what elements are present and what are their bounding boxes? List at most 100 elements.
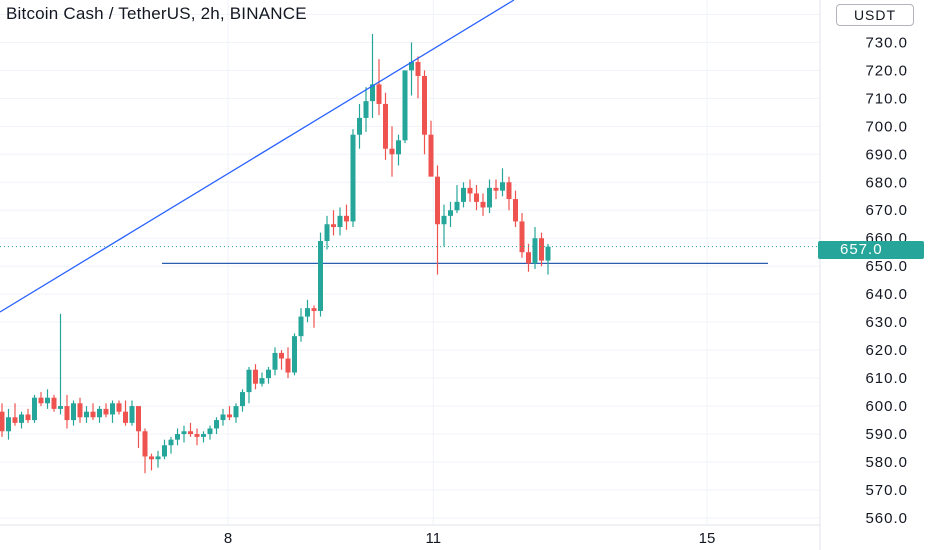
candle-body [201, 434, 206, 437]
candle-body [545, 246, 551, 261]
candle-body [25, 414, 31, 421]
candle-body [519, 221, 525, 253]
candle-body [142, 431, 148, 457]
candle-body [253, 369, 258, 384]
candle-body [331, 224, 336, 228]
candle-body [214, 420, 219, 429]
y-tick-label: 720.0 [865, 62, 908, 79]
candle-body [246, 369, 252, 393]
y-tick-label: 560.0 [865, 510, 908, 527]
candle-body [311, 308, 317, 311]
candle-body [32, 397, 37, 421]
candle-body [532, 238, 538, 264]
candle-body [51, 397, 57, 409]
candle-body [493, 187, 499, 191]
candle-body [220, 414, 226, 421]
candle-body [103, 408, 109, 415]
candle-body [500, 182, 505, 191]
x-tick-label: 15 [699, 530, 716, 547]
y-tick-label: 670.0 [865, 202, 908, 219]
candle-body [461, 187, 466, 202]
y-tick-label: 630.0 [865, 314, 908, 331]
y-tick-label: 580.0 [865, 454, 908, 471]
candle-body [194, 434, 200, 437]
currency-button[interactable]: USDT [836, 4, 914, 26]
candle-body [539, 238, 544, 261]
candle-body [240, 392, 245, 407]
y-tick-label: 600.0 [865, 398, 908, 415]
y-tick-label: 700.0 [865, 118, 908, 135]
last-price-label: 657.0 [818, 241, 924, 259]
candle-body [149, 456, 154, 460]
candle-body [506, 182, 512, 200]
candle-body [383, 103, 388, 149]
candle-body [350, 134, 356, 222]
y-tick-label: 650.0 [865, 258, 908, 275]
candle-body [97, 408, 102, 418]
candle-body [38, 397, 44, 404]
candle-body [428, 134, 434, 177]
candle-body [84, 411, 89, 418]
candle-body [454, 201, 460, 211]
candle-body [448, 210, 453, 216]
candle-body [0, 411, 5, 432]
candle-body [155, 456, 161, 460]
candle-body [402, 70, 408, 141]
price-axis[interactable]: 740.0730.0720.0710.0700.0690.0680.0670.0… [865, 6, 908, 527]
candle-body [272, 352, 278, 370]
candle-body [58, 406, 63, 409]
candle-body [474, 193, 479, 202]
candle-body [266, 369, 271, 379]
candle-body [467, 187, 473, 194]
candle-body [376, 84, 382, 104]
candle-body [513, 199, 518, 222]
candle-body [90, 411, 96, 418]
chart-grid [0, 0, 820, 525]
candle-body [168, 439, 174, 446]
candle-body [370, 84, 375, 102]
candle-body [357, 117, 362, 135]
candle-body [526, 252, 531, 264]
candle-body [415, 61, 421, 76]
candle-body [136, 406, 141, 432]
y-tick-label: 680.0 [865, 174, 908, 191]
candle-body [162, 445, 167, 457]
candle-body [487, 187, 492, 208]
candle-body [175, 434, 180, 440]
candle-body [64, 406, 70, 421]
trendline-layer [0, 0, 515, 313]
candle-body [318, 241, 323, 311]
candle-body [116, 403, 122, 412]
candle-body [435, 176, 440, 225]
candle-body [45, 397, 50, 404]
trendline[interactable] [0, 0, 515, 313]
candle-body [292, 336, 297, 373]
x-tick-label: 8 [224, 530, 232, 547]
x-tick-label: 11 [425, 530, 441, 547]
candle-body [12, 417, 18, 423]
candle-body [19, 414, 24, 423]
candle-body [422, 75, 427, 135]
candles-layer [0, 33, 551, 474]
candle-body [279, 352, 284, 359]
time-axis[interactable]: 8 11 15 [224, 530, 716, 547]
candle-body [123, 411, 128, 423]
candle-body [389, 148, 395, 155]
candle-body [298, 316, 304, 337]
candle-body [480, 201, 486, 208]
candle-body [344, 215, 349, 222]
candle-body [110, 403, 115, 415]
candle-body [6, 417, 11, 432]
y-tick-label: 710.0 [865, 90, 908, 107]
candle-body [227, 414, 232, 418]
candle-body [181, 431, 187, 435]
candle-body [324, 224, 330, 242]
candle-body [77, 403, 83, 418]
candle-body [129, 406, 135, 423]
candle-body [337, 215, 343, 228]
y-tick-label: 690.0 [865, 146, 908, 163]
y-tick-label: 610.0 [865, 370, 908, 387]
y-tick-label: 620.0 [865, 342, 908, 359]
y-tick-label: 640.0 [865, 286, 908, 303]
